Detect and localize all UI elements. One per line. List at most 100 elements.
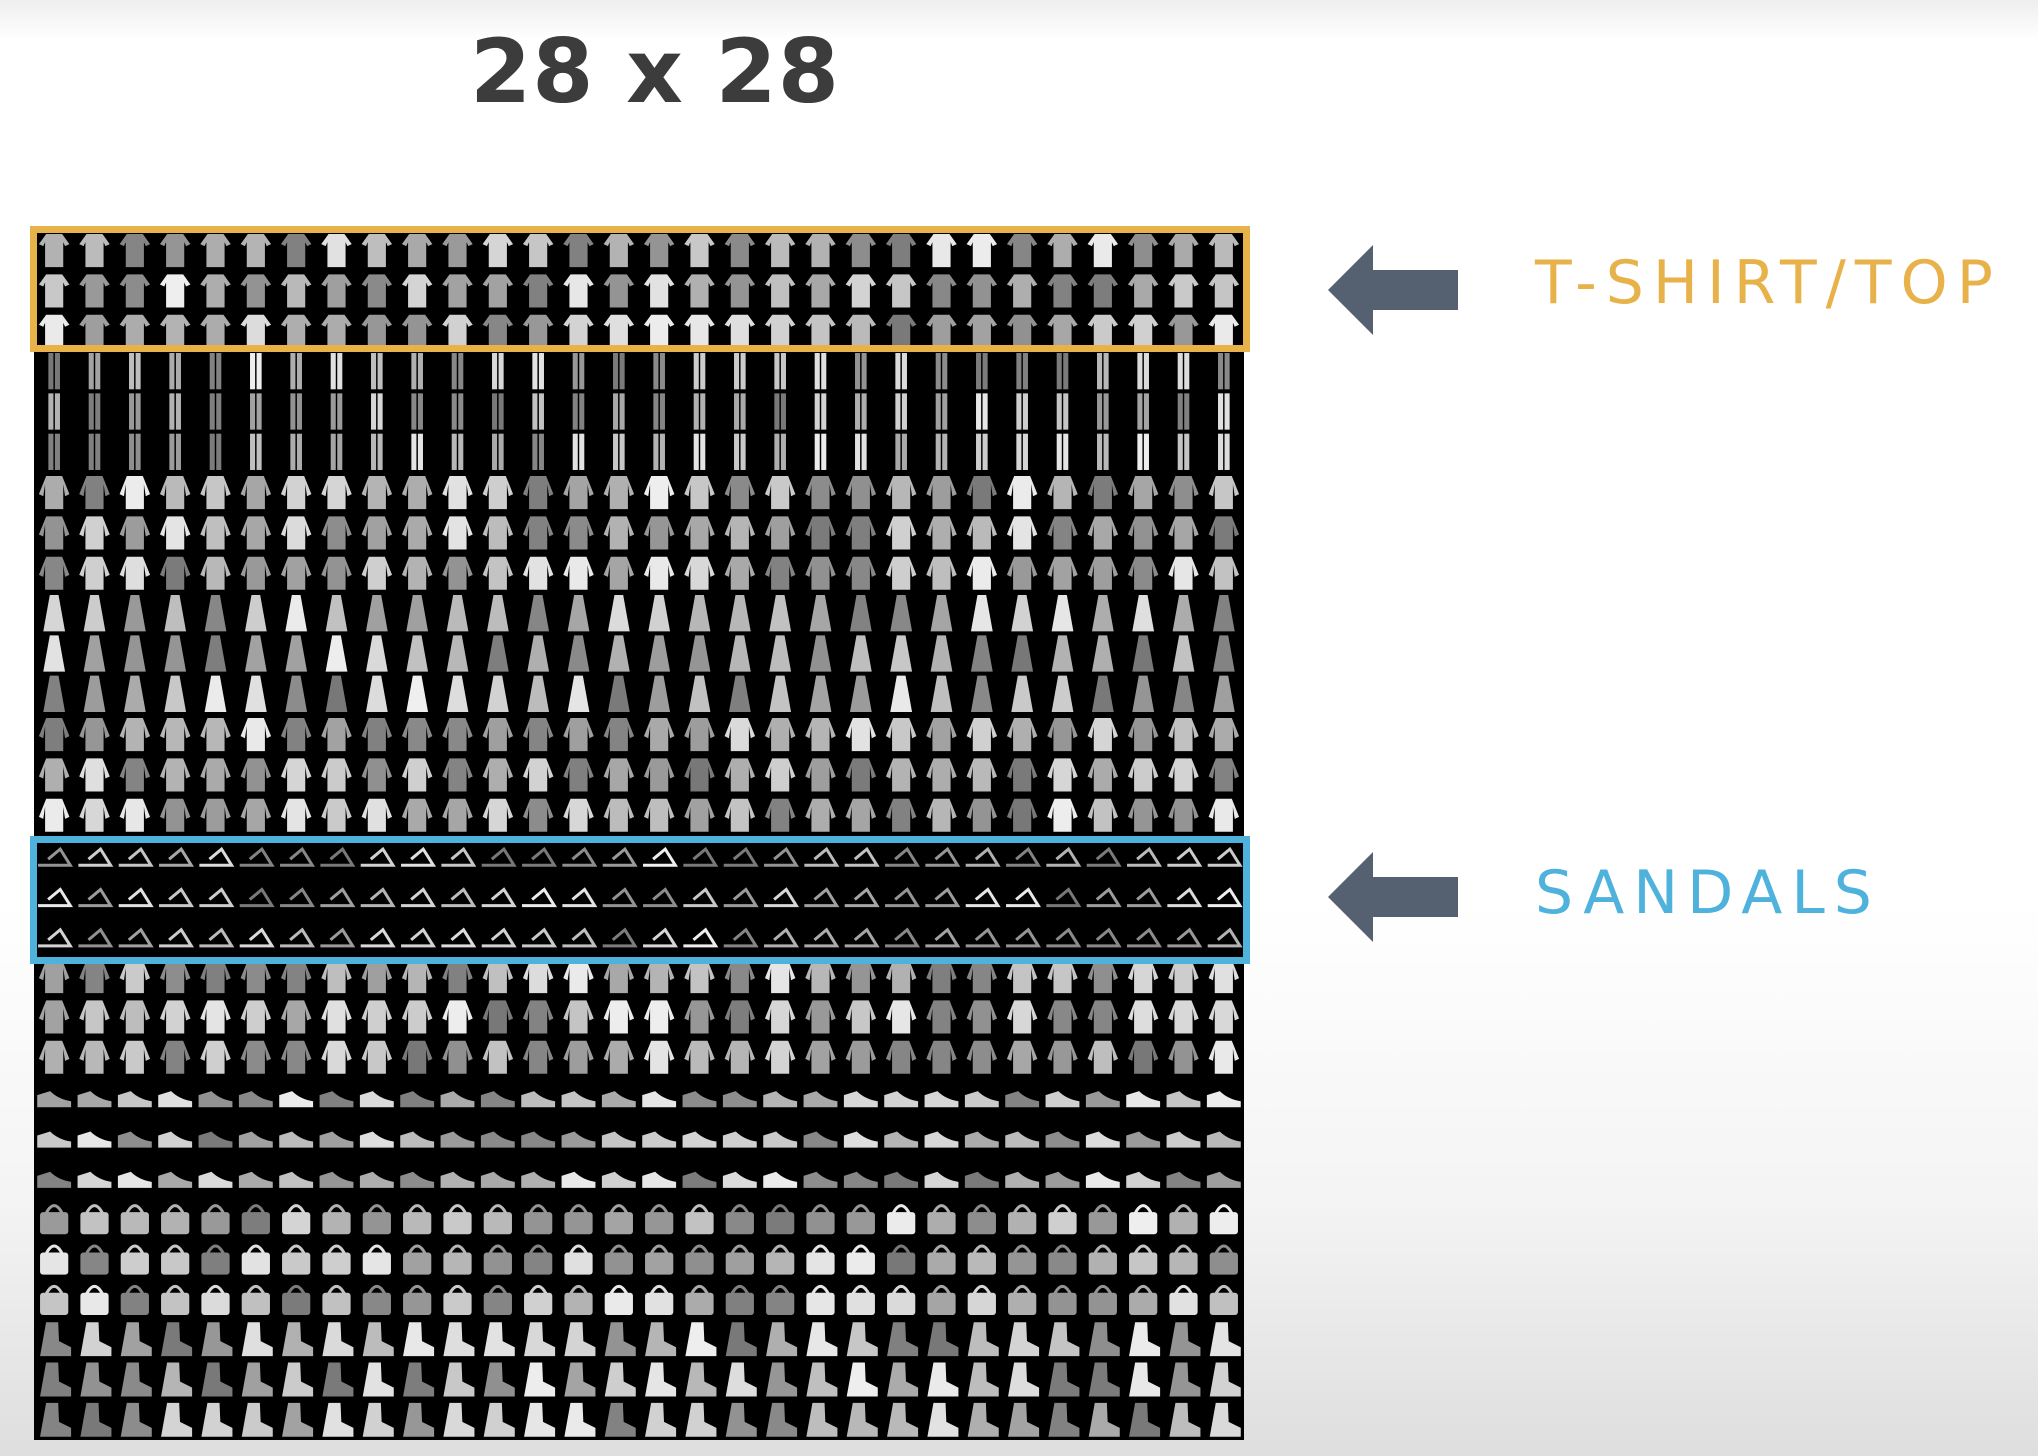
grid-cell-shape: [88, 393, 94, 430]
grid-cell-shape: [569, 1244, 588, 1255]
grid-cell-shape: [79, 556, 110, 590]
grid-cell-shape: [1127, 1000, 1159, 1034]
grid-cell-shape: [885, 476, 917, 510]
grid-cell-shape: [135, 393, 141, 430]
grid-cell-shape: [361, 960, 393, 994]
grid-cell-shape: [125, 1244, 145, 1255]
grid-cell-shape: [441, 846, 477, 867]
grid-cell-shape: [849, 635, 872, 672]
grid-cell-shape: [884, 1171, 919, 1188]
grid-cell-shape: [44, 1284, 64, 1295]
grid-cell-shape: [117, 1131, 152, 1148]
grid-cell-shape: [966, 960, 998, 994]
grid-cell-shape: [79, 1040, 110, 1074]
grid-cell-shape: [77, 1091, 112, 1108]
grid-cell-shape: [522, 846, 558, 867]
grid-cell-shape: [1008, 1362, 1040, 1397]
grid-cell-shape: [532, 393, 538, 430]
grid-cell-shape: [645, 1322, 677, 1357]
grid-cell-shape: [1047, 960, 1078, 994]
grid-cell-shape: [280, 758, 312, 792]
grid-cell-shape: [804, 887, 840, 908]
grid-cell-shape: [483, 1212, 512, 1235]
grid-cell-shape: [567, 635, 590, 672]
grid-cell-shape: [362, 1252, 391, 1275]
grid-cell-shape: [77, 1171, 112, 1188]
grid-cell-shape: [528, 1244, 548, 1255]
grid-cell-shape: [522, 718, 554, 752]
grid-cell-shape: [1085, 1091, 1120, 1108]
grid-cell-shape: [38, 718, 70, 752]
grid-cell-shape: [159, 234, 191, 268]
grid-cell-shape: [371, 433, 377, 470]
grid-cell-shape: [1047, 1000, 1078, 1034]
grid-cell-shape: [967, 1292, 996, 1315]
grid-cell-shape: [563, 476, 594, 510]
grid-cell-shape: [567, 595, 590, 632]
grid-cell-shape: [604, 1322, 636, 1357]
grid-cell-shape: [1046, 927, 1082, 948]
grid-cell-shape: [361, 798, 393, 832]
grid-cell-shape: [564, 1252, 593, 1275]
grid-cell-shape: [1006, 846, 1042, 867]
grid-cell-shape: [1086, 887, 1122, 908]
grid-cell-shape: [365, 635, 388, 672]
grid-cell-shape: [458, 433, 464, 470]
grid-cell-shape: [1097, 353, 1103, 390]
grid-cell-shape: [926, 314, 957, 348]
grid-cell-shape: [240, 718, 272, 752]
grid-cell-shape: [966, 274, 998, 308]
grid-cell-shape: [649, 1284, 669, 1295]
grid-cell-shape: [579, 433, 585, 470]
grid-cell-shape: [604, 1292, 633, 1315]
grid-cell-shape: [1168, 718, 1199, 752]
grid-cell-shape: [200, 234, 231, 268]
grid-cell-shape: [966, 718, 998, 752]
grid-cell-shape: [200, 274, 231, 308]
grid-cell-shape: [360, 927, 396, 948]
grid-cell-shape: [845, 476, 877, 510]
grid-cell-shape: [79, 798, 110, 832]
grid-cell-shape: [365, 675, 388, 712]
grid-cell-shape: [895, 433, 901, 470]
grid-cell-shape: [764, 476, 796, 510]
grid-cell-shape: [809, 595, 832, 632]
grid-cell-shape: [1208, 718, 1240, 752]
grid-cell-shape: [1093, 1284, 1113, 1295]
grid-cell-shape: [44, 1204, 64, 1215]
grid-cell-shape: [1137, 433, 1143, 470]
grid-cell-shape: [1168, 476, 1199, 510]
grid-cell-shape: [1209, 1402, 1241, 1437]
grid-cell-shape: [117, 1091, 152, 1108]
grid-cell-shape: [322, 1402, 354, 1437]
grid-cell-shape: [1056, 433, 1062, 470]
grid-cell-shape: [805, 1040, 836, 1074]
grid-cell-shape: [845, 718, 877, 752]
grid-cell-shape: [377, 353, 383, 390]
grid-cell-shape: [564, 1212, 593, 1235]
grid-cell-shape: [932, 1284, 951, 1295]
grid-cell-shape: [240, 1000, 272, 1034]
grid-cell-shape: [1207, 887, 1243, 908]
grid-cell-shape: [38, 314, 70, 348]
grid-cell-shape: [730, 1204, 750, 1215]
grid-cell-shape: [563, 718, 594, 752]
grid-cell-shape: [1208, 234, 1240, 268]
grid-cell-shape: [322, 1362, 354, 1397]
grid-cell-shape: [38, 960, 70, 994]
grid-cell-shape: [83, 595, 106, 632]
grid-cell-shape: [1048, 1362, 1080, 1397]
grid-cell-shape: [322, 1292, 351, 1315]
grid-cell-shape: [482, 1040, 514, 1074]
grid-cell-shape: [1129, 1212, 1158, 1235]
grid-cell-shape: [805, 516, 836, 550]
grid-cell-shape: [885, 718, 917, 752]
grid-cell-shape: [159, 887, 195, 908]
grid-cell-shape: [361, 516, 393, 550]
grid-cell-shape: [688, 595, 711, 632]
grid-cell-shape: [643, 314, 675, 348]
grid-cell-shape: [564, 1402, 596, 1437]
grid-cell-shape: [769, 595, 792, 632]
grid-cell-shape: [1127, 798, 1159, 832]
grid-cell-shape: [722, 1131, 757, 1148]
